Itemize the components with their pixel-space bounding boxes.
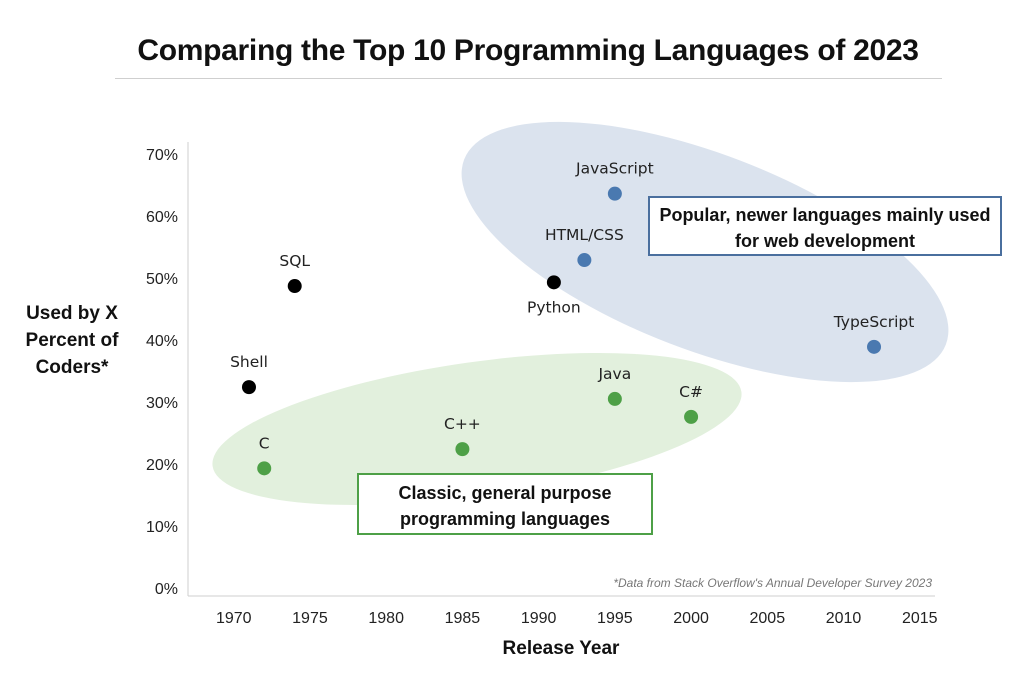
x-axis-label: Release Year <box>502 638 620 659</box>
y-tick-labels: 0% 10% 20% 30% 40% 50% 60% 70% <box>146 147 178 598</box>
web-languages-callout: Popular, newer languages mainly used for… <box>648 196 1002 256</box>
classic-region-highlight <box>212 352 742 506</box>
point-csharp <box>684 409 699 424</box>
point-cpp <box>455 442 470 457</box>
y-tick-label: 70% <box>146 147 178 164</box>
point-javascript <box>607 186 622 201</box>
point-python <box>546 275 561 290</box>
x-tick-label: 2015 <box>902 610 938 627</box>
x-tick-label: 2000 <box>673 610 709 627</box>
x-tick-label: 1975 <box>292 610 328 627</box>
point-label-csharp: C# <box>679 383 703 401</box>
x-tick-label: 1980 <box>368 610 404 627</box>
y-axis-label: Used by X Percent of Coders* <box>25 303 119 378</box>
y-tick-label: 40% <box>146 333 178 350</box>
x-tick-label: 1990 <box>521 610 557 627</box>
point-label-javascript: JavaScript <box>575 160 654 178</box>
point-sql <box>287 279 302 294</box>
point-label-cpp: C++ <box>444 415 481 433</box>
x-tick-label: 2010 <box>826 610 862 627</box>
point-label-typescript: TypeScript <box>833 313 915 331</box>
x-tick-labels: 1970 1975 1980 1985 1990 1995 2000 2005 2010 2015 <box>216 610 938 627</box>
point-label-shell: Shell <box>230 353 268 371</box>
y-tick-label: 20% <box>146 457 178 474</box>
point-label-sql: SQL <box>279 252 310 270</box>
y-tick-label: 30% <box>146 395 178 412</box>
classic-languages-callout: Classic, general purpose programming lan… <box>357 473 653 535</box>
point-label-java: Java <box>597 365 631 383</box>
y-tick-label: 60% <box>146 209 178 226</box>
point-html-css <box>577 253 592 268</box>
point-typescript <box>867 339 882 354</box>
y-tick-label: 50% <box>146 271 178 288</box>
data-source-note: *Data from Stack Overflow's Annual Devel… <box>613 576 932 590</box>
x-tick-label: 1995 <box>597 610 633 627</box>
point-label-html-css: HTML/CSS <box>545 226 624 244</box>
chart-title: Comparing the Top 10 Programming Languag… <box>137 34 919 67</box>
point-java <box>607 391 622 406</box>
point-shell <box>241 380 256 395</box>
x-tick-label: 1985 <box>445 610 481 627</box>
title-divider <box>115 78 942 79</box>
x-tick-label: 2005 <box>750 610 786 627</box>
point-label-c: C <box>259 434 270 452</box>
y-tick-label: 0% <box>155 581 178 598</box>
point-c <box>257 461 272 476</box>
y-tick-label: 10% <box>146 519 178 536</box>
data-points: JavaScript HTML/CSS TypeScript Python SQL She… <box>230 160 914 476</box>
x-tick-label: 1970 <box>216 610 252 627</box>
point-label-python: Python <box>527 298 581 316</box>
